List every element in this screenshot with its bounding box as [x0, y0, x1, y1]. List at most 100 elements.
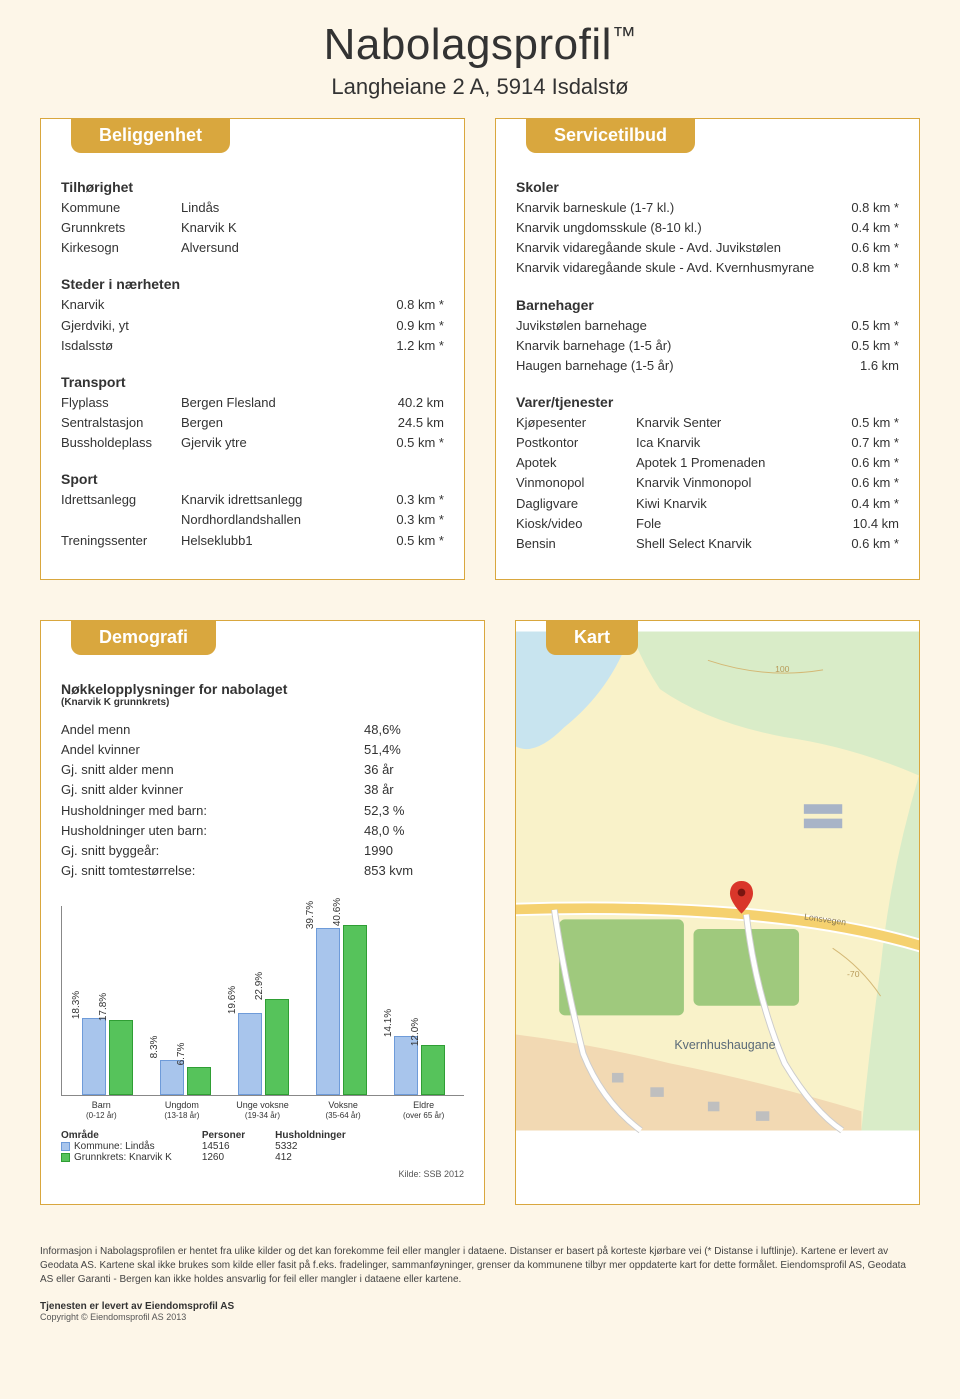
data-row: Knarvik vidaregåande skule - Avd. Juviks… — [516, 238, 899, 258]
bar-series2: 12.0% — [421, 1045, 445, 1095]
row-key: Bensin — [516, 534, 636, 554]
bar-series1: 39.7% — [316, 928, 340, 1095]
row-dist: 1.2 km * — [364, 336, 444, 356]
row-dist: 0.8 km * — [819, 198, 899, 218]
stat-row: Husholdninger uten barn:48,0 % — [61, 821, 464, 841]
row-key: Isdalsstø — [61, 336, 364, 356]
row-val: Apotek 1 Promenaden — [636, 453, 819, 473]
row-val: Alversund — [181, 238, 444, 258]
section-title: Transport — [61, 374, 444, 390]
stat-key: Gj. snitt tomtestørrelse: — [61, 861, 364, 881]
row-2: Demografi Nøkkelopplysninger for nabolag… — [40, 620, 920, 1206]
bar-group: 8.3%6.7% — [146, 906, 224, 1095]
section-transport: Transport FlyplassBergen Flesland40.2 km… — [61, 374, 444, 453]
section-sport: Sport IdrettsanleggKnarvik idrettsanlegg… — [61, 471, 444, 550]
stat-key: Gj. snitt byggeår: — [61, 841, 364, 861]
bar-series2: 6.7% — [187, 1067, 211, 1095]
row-key: Treningssenter — [61, 531, 181, 551]
data-row: Gjerdviki, yt0.9 km * — [61, 316, 444, 336]
section-tilhorighet: Tilhørighet KommuneLindåsGrunnkretsKnarv… — [61, 179, 444, 258]
data-row: Knarvik0.8 km * — [61, 295, 444, 315]
row-key: Kommune — [61, 198, 181, 218]
row-val: Kiwi Knarvik — [636, 494, 819, 514]
row-val: Bergen Flesland — [181, 393, 364, 413]
stat-key: Husholdninger med barn: — [61, 801, 364, 821]
bar-label: 17.8% — [98, 993, 109, 1021]
row-dist: 10.4 km — [819, 514, 899, 534]
data-row: KommuneLindås — [61, 198, 444, 218]
map: Kvernhushaugane Lonsvegen -70 100 — [516, 621, 919, 1141]
row-1: Beliggenhet Tilhørighet KommuneLindåsGru… — [40, 118, 920, 580]
row-val: Knarvik idrettsanlegg — [181, 490, 364, 510]
bar-group: 39.7%40.6% — [302, 906, 380, 1095]
row-dist: 0.3 km * — [364, 510, 444, 530]
tab-beliggenhet: Beliggenhet — [71, 118, 230, 153]
swatch-2 — [61, 1153, 70, 1162]
data-row: GrunnkretsKnarvik K — [61, 218, 444, 238]
data-row: Knarvik barnehage (1-5 år)0.5 km * — [516, 336, 899, 356]
row-val: Shell Select Knarvik — [636, 534, 819, 554]
data-row: Juvikstølen barnehage0.5 km * — [516, 316, 899, 336]
data-row: Isdalsstø1.2 km * — [61, 336, 444, 356]
stat-row: Gj. snitt alder kvinner38 år — [61, 780, 464, 800]
row-key: Vinmonopol — [516, 473, 636, 493]
row-key: Postkontor — [516, 433, 636, 453]
stat-key: Andel menn — [61, 720, 364, 740]
row-key: Kjøpesenter — [516, 413, 636, 433]
row-dist: 0.6 km * — [819, 473, 899, 493]
section-varer: Varer/tjenester KjøpesenterKnarvik Sente… — [516, 394, 899, 554]
stat-row: Gj. snitt byggeår:1990 — [61, 841, 464, 861]
panel-demografi: Demografi Nøkkelopplysninger for nabolag… — [40, 620, 485, 1206]
section-title: Steder i nærheten — [61, 276, 444, 292]
bar-series2: 17.8% — [109, 1020, 133, 1095]
stat-row: Gj. snitt alder menn36 år — [61, 760, 464, 780]
bar-label: 40.6% — [332, 897, 343, 925]
stat-row: Husholdninger med barn:52,3 % — [61, 801, 464, 821]
legend-s1: Kommune: Lindås — [61, 1141, 172, 1152]
data-row: FlyplassBergen Flesland40.2 km — [61, 393, 444, 413]
stat-key: Husholdninger uten barn: — [61, 821, 364, 841]
demo-sub: (Knarvik K grunnkrets) — [61, 697, 464, 708]
data-row: Nordhordlandshallen0.3 km * — [61, 510, 444, 530]
legend-pers-h: Personer — [202, 1130, 245, 1141]
row-key: Knarvik vidaregåande skule - Avd. Kvernh… — [516, 258, 819, 278]
legend-p2: 1260 — [202, 1152, 245, 1163]
data-row: Knarvik vidaregåande skule - Avd. Kvernh… — [516, 258, 899, 278]
section-title: Sport — [61, 471, 444, 487]
tab-demografi: Demografi — [71, 620, 216, 655]
row-dist: 0.8 km * — [364, 295, 444, 315]
row-key: Knarvik barneskule (1-7 kl.) — [516, 198, 819, 218]
row-key: Knarvik ungdomsskule (8-10 kl.) — [516, 218, 819, 238]
stat-val: 853 kvm — [364, 861, 464, 881]
stat-val: 38 år — [364, 780, 464, 800]
row-key: Dagligvare — [516, 494, 636, 514]
data-row: VinmonopolKnarvik Vinmonopol0.6 km * — [516, 473, 899, 493]
main-title: Nabolagsprofil™ — [40, 20, 920, 70]
row-val: Knarvik K — [181, 218, 444, 238]
stat-val: 52,3 % — [364, 801, 464, 821]
stat-val: 48,0 % — [364, 821, 464, 841]
section-title: Barnehager — [516, 297, 899, 313]
row-dist: 0.6 km * — [819, 453, 899, 473]
row-dist: 0.9 km * — [364, 316, 444, 336]
panel-beliggenhet: Beliggenhet Tilhørighet KommuneLindåsGru… — [40, 118, 465, 580]
row-key: Knarvik vidaregåande skule - Avd. Juviks… — [516, 238, 819, 258]
row-key: Grunnkrets — [61, 218, 181, 238]
bar-label: 19.6% — [227, 986, 238, 1014]
tab-service: Servicetilbud — [526, 118, 695, 153]
section-steder: Steder i nærheten Knarvik0.8 km *Gjerdvi… — [61, 276, 444, 355]
row-val: Lindås — [181, 198, 444, 218]
bar-label: 12.0% — [410, 1017, 421, 1045]
map-place-label: Kvernhushaugane — [674, 1038, 775, 1052]
stat-key: Gj. snitt alder menn — [61, 760, 364, 780]
stat-row: Andel kvinner51,4% — [61, 740, 464, 760]
data-row: ApotekApotek 1 Promenaden0.6 km * — [516, 453, 899, 473]
row-key: Juvikstølen barnehage — [516, 316, 819, 336]
legend-p1: 14516 — [202, 1141, 245, 1152]
row-val: Ica Knarvik — [636, 433, 819, 453]
header: Nabolagsprofil™ Langheiane 2 A, 5914 Isd… — [40, 20, 920, 100]
row-key: Knarvik barnehage (1-5 år) — [516, 336, 819, 356]
section-title: Tilhørighet — [61, 179, 444, 195]
row-key: Kiosk/video — [516, 514, 636, 534]
bar-group: 19.6%22.9% — [224, 906, 302, 1095]
